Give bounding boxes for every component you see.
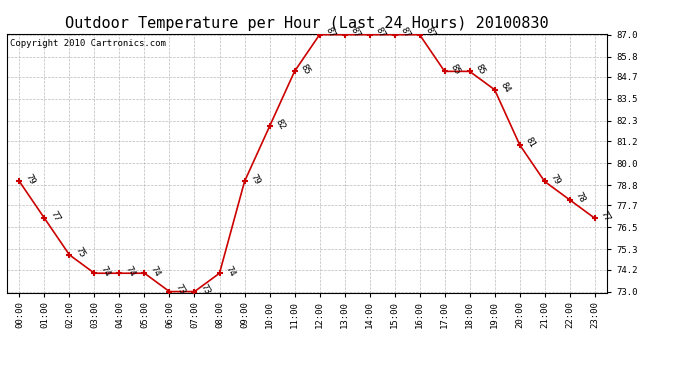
Text: 87: 87 bbox=[374, 26, 387, 39]
Text: 79: 79 bbox=[23, 172, 37, 186]
Text: 79: 79 bbox=[549, 172, 562, 186]
Text: Copyright 2010 Cartronics.com: Copyright 2010 Cartronics.com bbox=[10, 39, 166, 48]
Text: 87: 87 bbox=[424, 26, 437, 39]
Text: 85: 85 bbox=[448, 62, 462, 76]
Text: 73: 73 bbox=[174, 282, 187, 296]
Text: 82: 82 bbox=[274, 117, 287, 131]
Text: 79: 79 bbox=[248, 172, 262, 186]
Text: 78: 78 bbox=[574, 191, 587, 205]
Text: 87: 87 bbox=[348, 26, 362, 39]
Text: 74: 74 bbox=[148, 264, 161, 278]
Text: 77: 77 bbox=[48, 209, 61, 223]
Text: 77: 77 bbox=[599, 209, 612, 223]
Text: 74: 74 bbox=[99, 264, 112, 278]
Text: 87: 87 bbox=[399, 26, 412, 39]
Text: 85: 85 bbox=[299, 62, 312, 76]
Text: 84: 84 bbox=[499, 81, 512, 94]
Text: 75: 75 bbox=[74, 246, 87, 259]
Text: 74: 74 bbox=[124, 264, 137, 278]
Text: 87: 87 bbox=[324, 26, 337, 39]
Text: 85: 85 bbox=[474, 62, 487, 76]
Text: 81: 81 bbox=[524, 136, 537, 150]
Text: 74: 74 bbox=[224, 264, 237, 278]
Text: 73: 73 bbox=[199, 282, 212, 296]
Title: Outdoor Temperature per Hour (Last 24 Hours) 20100830: Outdoor Temperature per Hour (Last 24 Ho… bbox=[66, 16, 549, 31]
